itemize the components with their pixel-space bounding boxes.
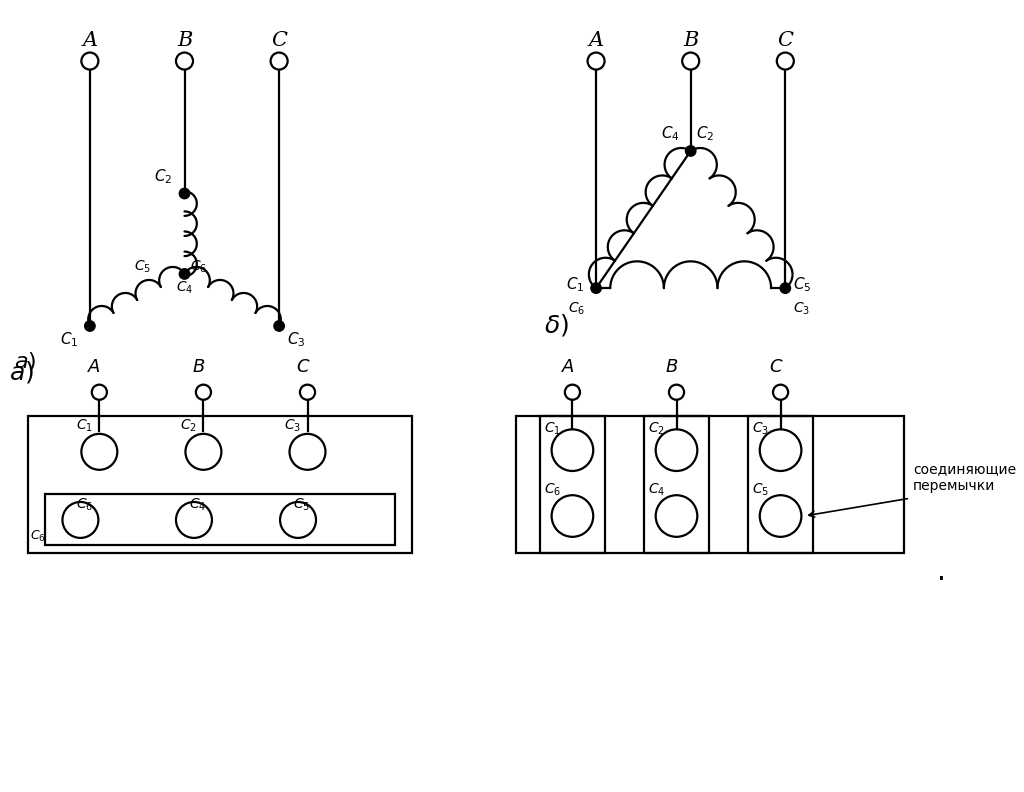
Circle shape	[179, 268, 189, 279]
Text: C: C	[297, 358, 309, 376]
Text: B: B	[177, 31, 193, 50]
Circle shape	[85, 321, 95, 331]
Text: B: B	[666, 358, 678, 376]
Bar	[644, 416, 709, 553]
Text: B: B	[193, 358, 205, 376]
Text: $\delta)$: $\delta)$	[544, 312, 569, 338]
Text: C: C	[271, 31, 287, 50]
Bar	[541, 416, 604, 553]
Circle shape	[780, 283, 791, 293]
Text: $C_1$: $C_1$	[76, 417, 92, 434]
Text: $C_1$: $C_1$	[60, 331, 79, 349]
Text: $C_4$: $C_4$	[648, 482, 666, 498]
Text: .: .	[937, 558, 945, 586]
Text: $C_2$: $C_2$	[696, 124, 715, 143]
Bar	[749, 416, 813, 553]
Text: $C_2$: $C_2$	[648, 421, 665, 437]
Text: $C_3$: $C_3$	[753, 421, 769, 437]
Text: $C_1$: $C_1$	[544, 421, 561, 437]
Text: $C_6$: $C_6$	[567, 301, 585, 317]
Text: A: A	[589, 31, 603, 50]
Text: соединяющие
перемычки: соединяющие перемычки	[913, 463, 1016, 493]
Text: $C_5$: $C_5$	[793, 275, 811, 294]
Text: $C_3$: $C_3$	[287, 331, 305, 349]
Text: $C_4$: $C_4$	[660, 124, 679, 143]
Text: $C_4$: $C_4$	[176, 280, 194, 296]
Text: A: A	[88, 358, 100, 376]
Text: $C_6$: $C_6$	[544, 482, 561, 498]
Text: A: A	[82, 31, 97, 50]
Text: $C_2$: $C_2$	[180, 417, 197, 434]
Text: $C_4$: $C_4$	[189, 497, 207, 512]
Text: $C_2$: $C_2$	[154, 167, 172, 186]
Text: $C_5$: $C_5$	[293, 497, 310, 512]
Text: $a)$: $a)$	[14, 350, 37, 373]
Bar	[29, 416, 412, 553]
Text: $C_5$: $C_5$	[134, 258, 152, 275]
Text: $C_3$: $C_3$	[284, 417, 301, 434]
Circle shape	[591, 283, 601, 293]
Bar	[45, 494, 394, 546]
Text: $C_5$: $C_5$	[753, 482, 769, 498]
Bar	[516, 416, 903, 553]
Circle shape	[273, 321, 285, 331]
Text: C: C	[770, 358, 782, 376]
Text: $a)$: $a)$	[9, 359, 35, 385]
Text: C: C	[777, 31, 794, 50]
Text: $C_3$: $C_3$	[793, 301, 810, 317]
Text: B: B	[683, 31, 698, 50]
Text: A: A	[561, 358, 573, 376]
Circle shape	[179, 188, 189, 199]
Text: $C_1$: $C_1$	[566, 275, 585, 294]
Text: $C_6$: $C_6$	[190, 258, 208, 275]
Text: $C_6$: $C_6$	[76, 497, 93, 512]
Circle shape	[685, 146, 696, 156]
Text: $C_6$: $C_6$	[31, 528, 46, 543]
